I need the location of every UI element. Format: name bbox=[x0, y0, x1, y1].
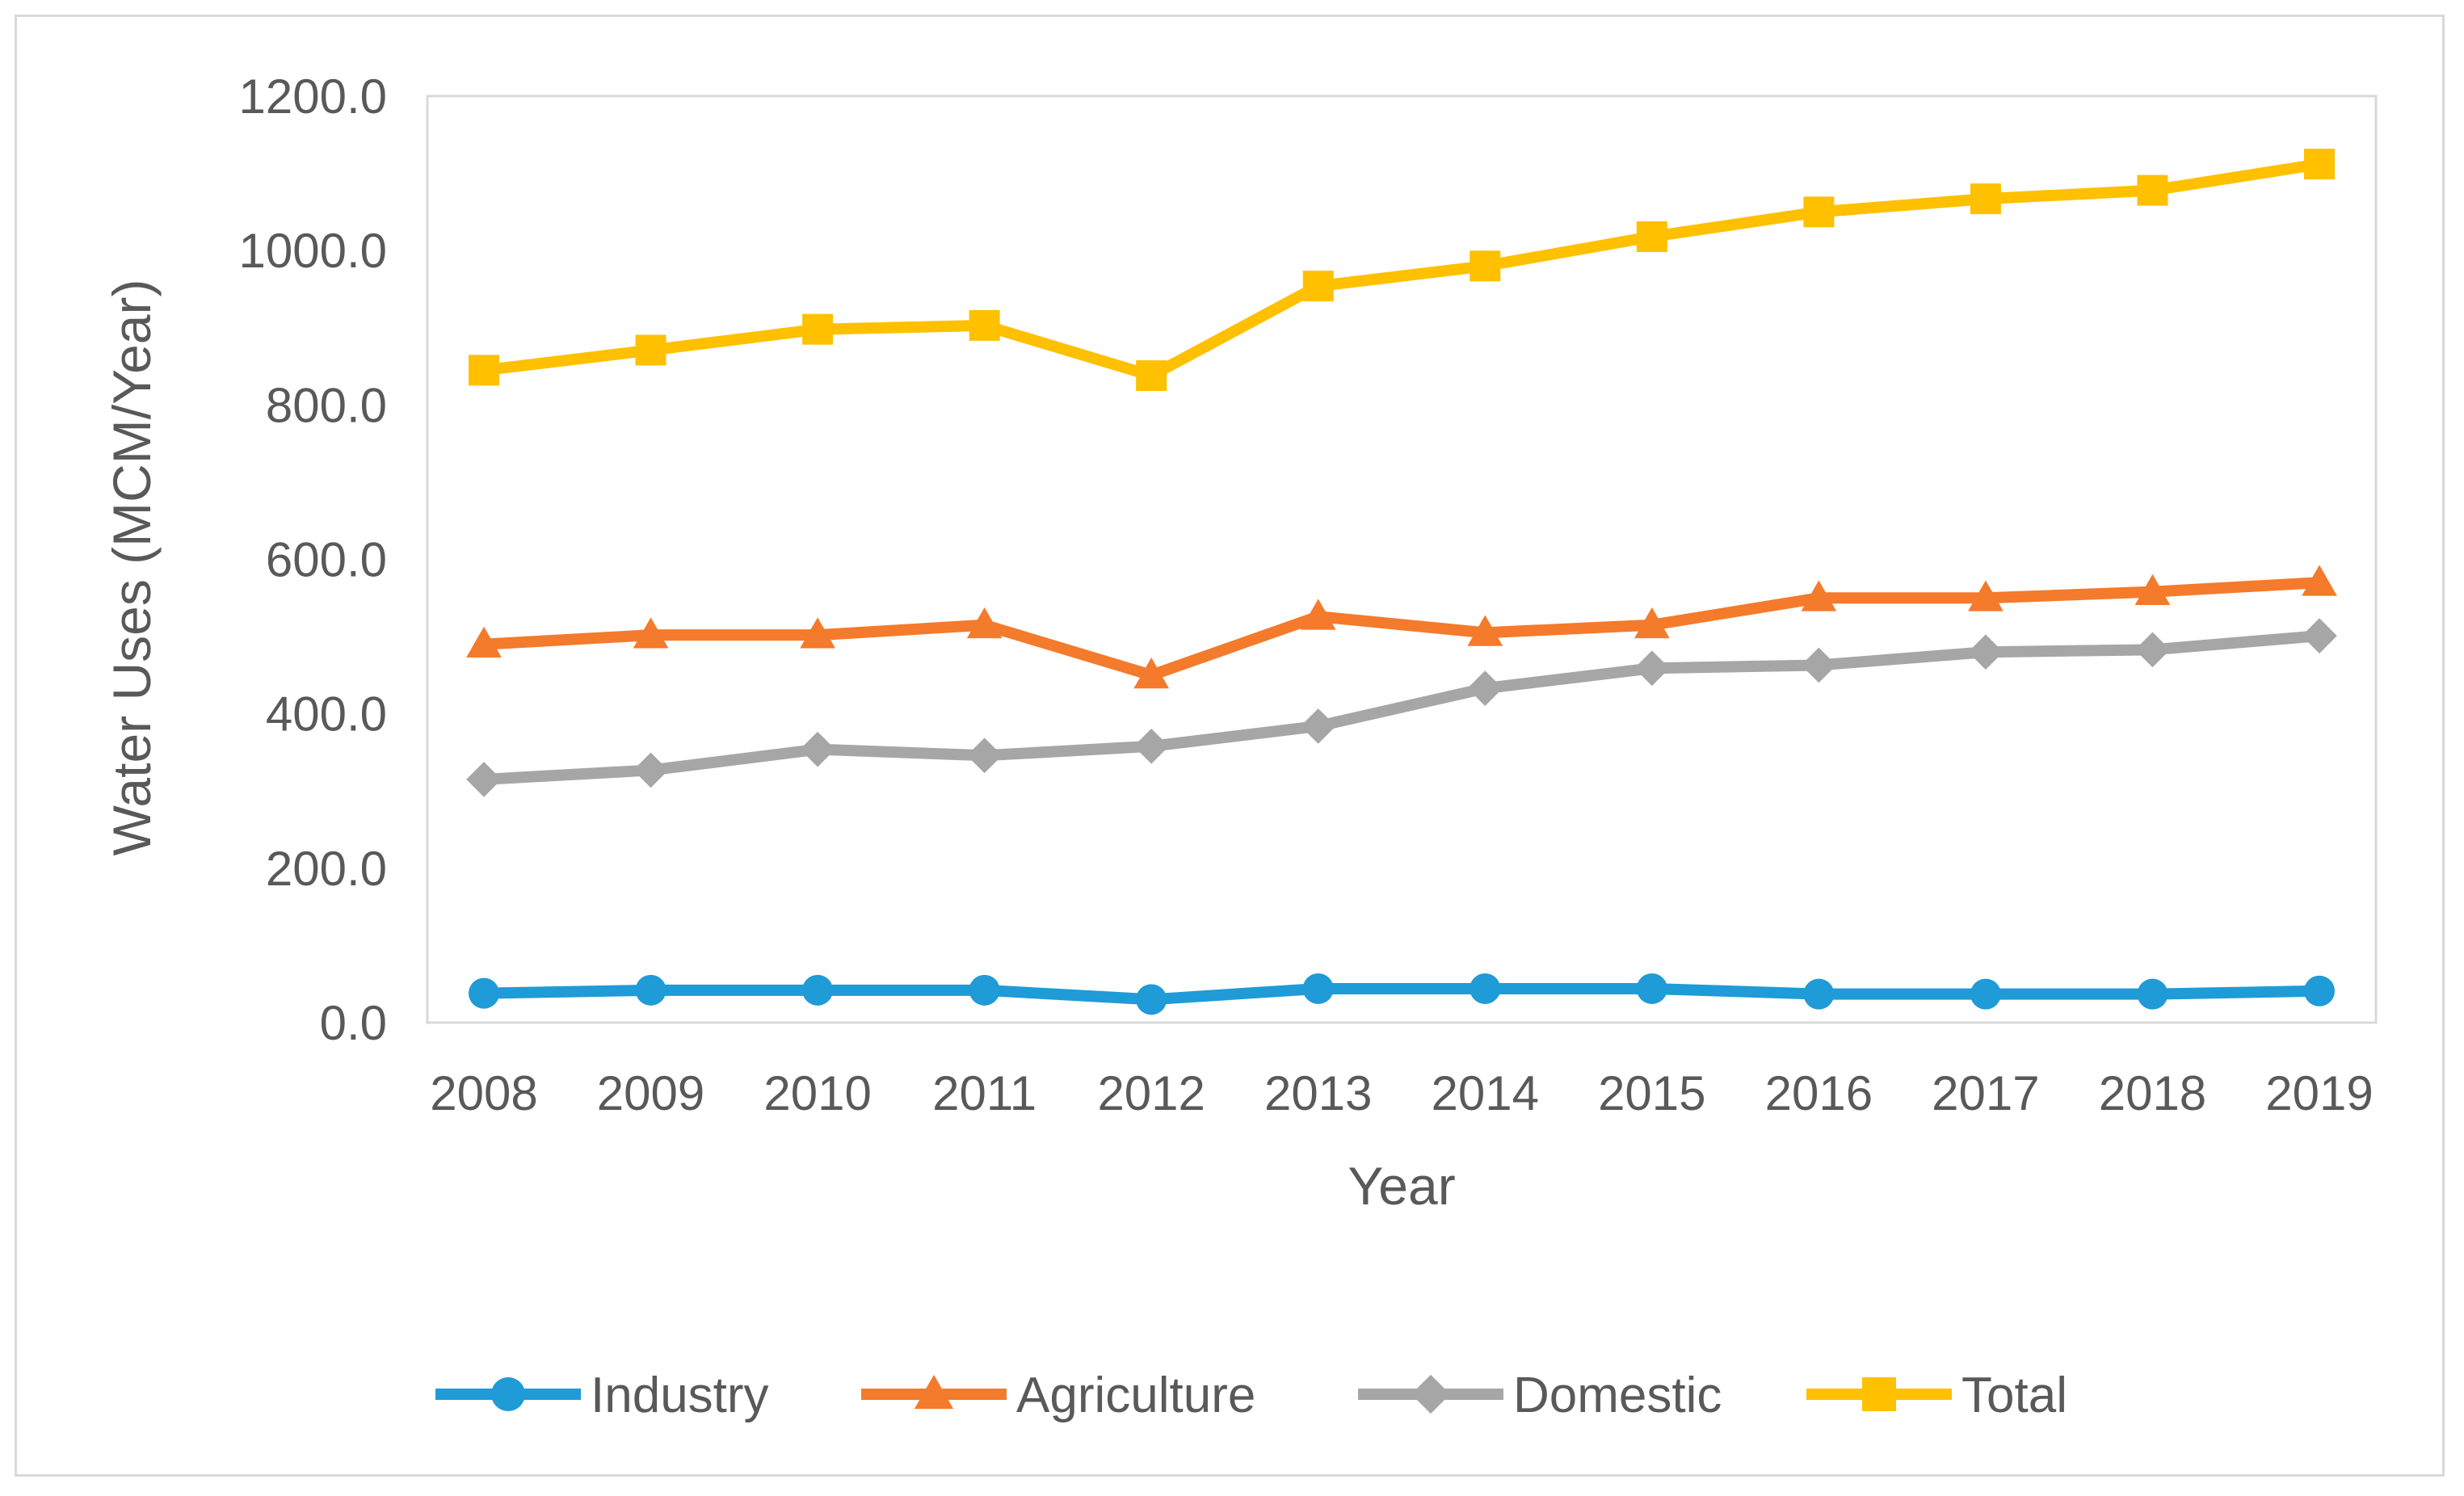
y-tick-label: 1200.0 bbox=[238, 69, 387, 124]
data-point-industry bbox=[635, 974, 666, 1006]
data-point-agriculture bbox=[2302, 565, 2337, 596]
data-point-industry bbox=[969, 974, 1000, 1006]
series-line-agriculture bbox=[478, 577, 2325, 681]
data-point-domestic bbox=[1801, 647, 1837, 683]
legend: Industry Agriculture Domestic Total bbox=[435, 1368, 2067, 1423]
x-tick-label: 2011 bbox=[932, 1066, 1036, 1120]
x-tick-label: 2015 bbox=[1598, 1066, 1705, 1120]
legend-label-domestic: Domestic bbox=[1513, 1368, 1722, 1423]
series-total bbox=[469, 149, 2335, 392]
x-tick-label: 2010 bbox=[763, 1066, 871, 1120]
legend-item-domestic: Domestic bbox=[1358, 1368, 1722, 1423]
data-point-industry bbox=[469, 977, 499, 1009]
data-point-domestic bbox=[1467, 670, 1503, 706]
data-point-agriculture bbox=[1634, 607, 1670, 639]
data-point-agriculture bbox=[1467, 615, 1503, 646]
data-point-total bbox=[1970, 183, 2001, 215]
data-point-domestic bbox=[2302, 618, 2337, 653]
series-industry bbox=[469, 973, 2335, 1015]
data-point-agriculture bbox=[466, 626, 502, 658]
legend-label-agriculture: Agriculture bbox=[1016, 1368, 1255, 1423]
series-line-total bbox=[478, 158, 2325, 382]
data-point-industry bbox=[1470, 973, 1501, 1004]
series-domestic bbox=[466, 618, 2337, 797]
data-point-industry bbox=[1302, 973, 1334, 1004]
x-tick-label: 2017 bbox=[1932, 1066, 2039, 1120]
data-point-total bbox=[1470, 250, 1501, 282]
y-axis-title: Water Uses (MCM/Year) bbox=[102, 279, 162, 856]
data-point-domestic bbox=[466, 762, 502, 797]
chart-frame: 0.0 200.0 400.0 600.0 800.0 1000.0 1200.0 2008… bbox=[15, 15, 2445, 1477]
y-tick-label: 1000.0 bbox=[238, 224, 387, 278]
x-tick-label: 2013 bbox=[1264, 1066, 1372, 1120]
x-tick-label: 2008 bbox=[430, 1066, 537, 1120]
y-tick-label: 0.0 bbox=[320, 996, 387, 1050]
data-point-agriculture bbox=[2134, 574, 2171, 606]
data-point-domestic bbox=[966, 737, 1003, 774]
x-tick-label: 2018 bbox=[2099, 1066, 2206, 1120]
y-axis-ticks: 0.0 200.0 400.0 600.0 800.0 1000.0 1200.0 bbox=[238, 69, 387, 1050]
data-point-industry bbox=[2137, 978, 2168, 1010]
data-point-total bbox=[2304, 149, 2335, 180]
data-point-industry bbox=[802, 974, 834, 1006]
series-agriculture bbox=[466, 565, 2337, 689]
data-point-total bbox=[1803, 196, 1835, 228]
data-point-domestic bbox=[1133, 728, 1170, 764]
data-point-total bbox=[969, 309, 1000, 341]
y-tick-label: 200.0 bbox=[266, 842, 387, 896]
data-point-total bbox=[1302, 271, 1334, 302]
data-point-agriculture bbox=[1300, 599, 1336, 630]
legend-label-industry: Industry bbox=[591, 1368, 769, 1423]
series-layer bbox=[466, 149, 2337, 1015]
legend-marker-total bbox=[1862, 1377, 1896, 1411]
x-tick-label: 2016 bbox=[1765, 1066, 1873, 1120]
y-tick-label: 600.0 bbox=[266, 533, 387, 587]
series-line-industry bbox=[478, 982, 2325, 1006]
legend-marker-agriculture bbox=[914, 1374, 954, 1410]
x-axis-title: Year bbox=[1348, 1156, 1455, 1216]
x-tick-label: 2009 bbox=[597, 1066, 704, 1120]
legend-item-agriculture: Agriculture bbox=[861, 1368, 1255, 1423]
data-point-agriculture bbox=[1968, 580, 2004, 611]
data-point-total bbox=[469, 355, 499, 386]
series-line-domestic bbox=[478, 630, 2325, 785]
x-tick-label: 2014 bbox=[1432, 1066, 1539, 1120]
data-point-industry bbox=[1136, 984, 1167, 1015]
data-point-industry bbox=[1970, 978, 2001, 1010]
line-chart: 0.0 200.0 400.0 600.0 800.0 1000.0 1200.0 2008… bbox=[102, 69, 2378, 1423]
y-tick-label: 400.0 bbox=[266, 687, 387, 742]
data-point-domestic bbox=[1968, 634, 2004, 670]
data-point-domestic bbox=[633, 752, 669, 788]
x-tick-label: 2012 bbox=[1097, 1066, 1205, 1120]
legend-item-industry: Industry bbox=[435, 1368, 769, 1423]
legend-marker-domestic bbox=[1411, 1374, 1451, 1414]
data-point-agriculture bbox=[1801, 580, 1837, 611]
data-point-agriculture bbox=[1133, 658, 1170, 689]
data-point-domestic bbox=[1300, 708, 1336, 744]
data-point-total bbox=[1136, 360, 1167, 392]
data-point-total bbox=[635, 334, 666, 366]
legend-marker-industry bbox=[491, 1377, 525, 1411]
data-point-domestic bbox=[1634, 650, 1670, 687]
data-point-domestic bbox=[2134, 632, 2171, 668]
data-point-domestic bbox=[800, 731, 835, 767]
y-tick-label: 800.0 bbox=[266, 378, 387, 432]
data-point-agriculture bbox=[633, 617, 669, 649]
legend-label-total: Total bbox=[1962, 1368, 2067, 1423]
data-point-agriculture bbox=[966, 607, 1003, 639]
x-tick-label: 2019 bbox=[2265, 1066, 2373, 1120]
data-point-agriculture bbox=[800, 617, 835, 649]
x-axis-ticks: 2008 2009 2010 2011 2012 2013 2014 2015 2016 2017… bbox=[430, 1066, 2373, 1120]
plot-area bbox=[426, 95, 2378, 1024]
data-point-total bbox=[1636, 221, 1667, 252]
data-point-industry bbox=[2304, 975, 2335, 1006]
data-point-industry bbox=[1803, 978, 1835, 1010]
data-point-industry bbox=[1636, 973, 1667, 1004]
data-point-total bbox=[802, 313, 834, 345]
data-point-total bbox=[2137, 174, 2168, 206]
legend-item-total: Total bbox=[1806, 1368, 2067, 1423]
